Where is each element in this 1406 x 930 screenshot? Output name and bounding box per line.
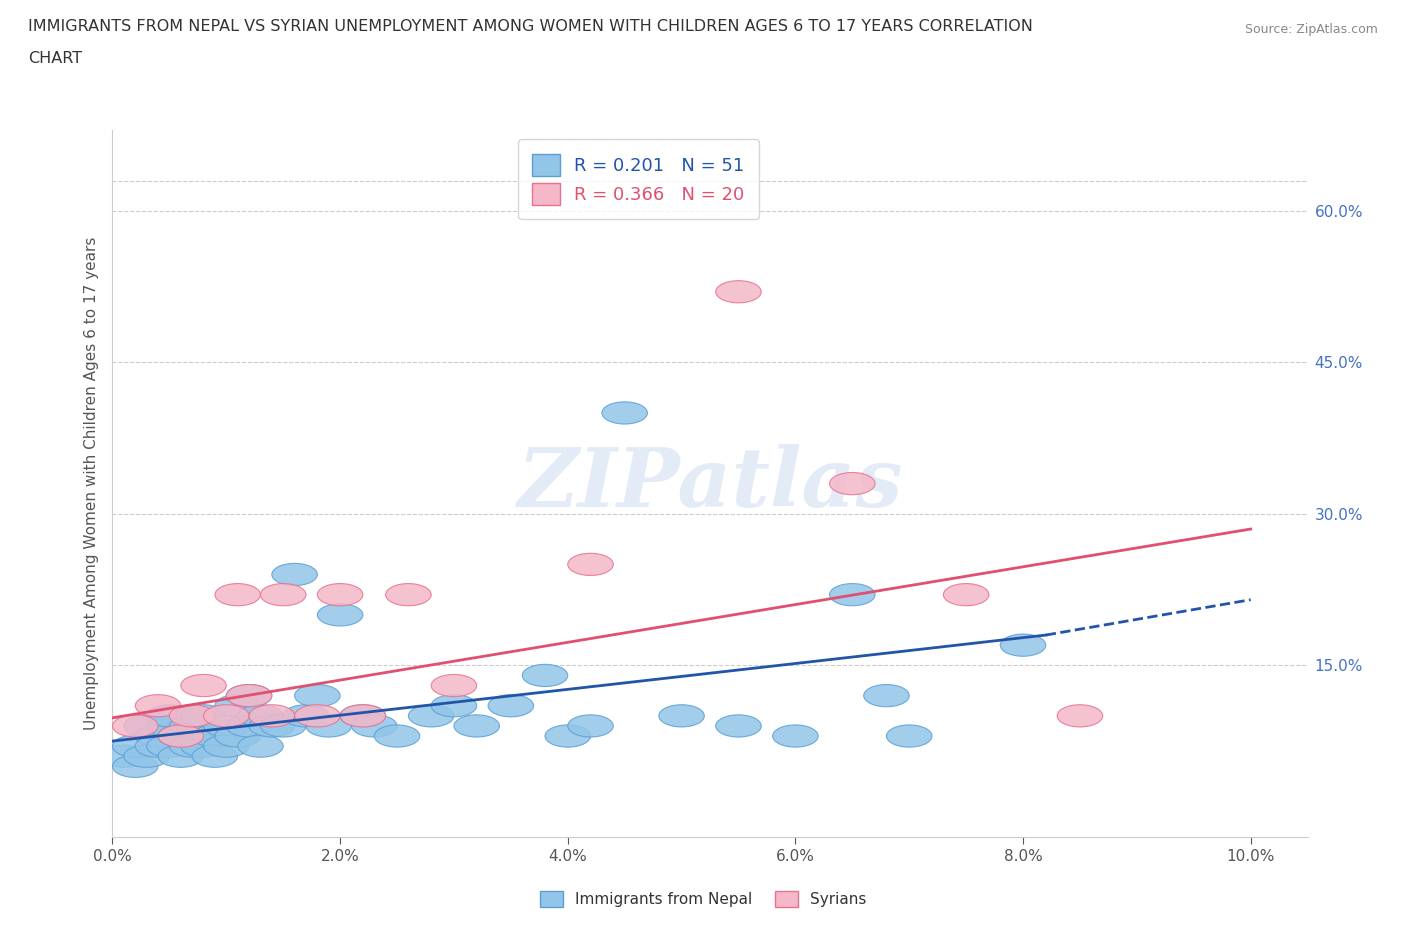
Ellipse shape [271,564,318,586]
Ellipse shape [157,745,204,767]
Ellipse shape [260,583,307,605]
Ellipse shape [204,715,249,737]
Ellipse shape [385,583,432,605]
Ellipse shape [193,745,238,767]
Ellipse shape [568,553,613,576]
Ellipse shape [215,695,260,717]
Ellipse shape [295,705,340,727]
Ellipse shape [432,674,477,697]
Ellipse shape [124,715,169,737]
Ellipse shape [773,724,818,747]
Ellipse shape [101,745,146,767]
Ellipse shape [146,715,193,737]
Ellipse shape [135,724,181,747]
Ellipse shape [204,735,249,757]
Ellipse shape [124,745,169,767]
Ellipse shape [886,724,932,747]
Ellipse shape [318,583,363,605]
Text: IMMIGRANTS FROM NEPAL VS SYRIAN UNEMPLOYMENT AMONG WOMEN WITH CHILDREN AGES 6 TO: IMMIGRANTS FROM NEPAL VS SYRIAN UNEMPLOY… [28,19,1033,33]
Ellipse shape [546,724,591,747]
Ellipse shape [260,715,307,737]
Ellipse shape [488,695,534,717]
Ellipse shape [408,705,454,727]
Ellipse shape [215,724,260,747]
Y-axis label: Unemployment Among Women with Children Ages 6 to 17 years: Unemployment Among Women with Children A… [83,237,98,730]
Ellipse shape [112,735,157,757]
Ellipse shape [568,715,613,737]
Ellipse shape [318,604,363,626]
Ellipse shape [226,684,271,707]
Text: Source: ZipAtlas.com: Source: ZipAtlas.com [1244,23,1378,36]
Ellipse shape [181,674,226,697]
Ellipse shape [238,735,283,757]
Legend: Immigrants from Nepal, Syrians: Immigrants from Nepal, Syrians [533,884,873,913]
Ellipse shape [193,724,238,747]
Ellipse shape [830,472,875,495]
Ellipse shape [112,755,157,777]
Text: ZIPatlas: ZIPatlas [517,444,903,524]
Ellipse shape [157,724,204,747]
Ellipse shape [716,281,761,303]
Ellipse shape [169,705,215,727]
Ellipse shape [112,715,157,737]
Ellipse shape [602,402,647,424]
Ellipse shape [169,715,215,737]
Ellipse shape [249,705,295,727]
Ellipse shape [135,735,181,757]
Ellipse shape [238,705,283,727]
Ellipse shape [522,664,568,686]
Ellipse shape [432,695,477,717]
Ellipse shape [943,583,988,605]
Ellipse shape [181,735,226,757]
Ellipse shape [454,715,499,737]
Ellipse shape [716,715,761,737]
Text: CHART: CHART [28,51,82,66]
Ellipse shape [340,705,385,727]
Ellipse shape [215,583,260,605]
Ellipse shape [226,715,271,737]
Ellipse shape [1000,634,1046,657]
Ellipse shape [1057,705,1102,727]
Ellipse shape [157,724,204,747]
Ellipse shape [146,705,193,727]
Ellipse shape [830,583,875,605]
Ellipse shape [863,684,910,707]
Ellipse shape [249,715,295,737]
Ellipse shape [283,705,329,727]
Ellipse shape [135,695,181,717]
Ellipse shape [146,735,193,757]
Ellipse shape [374,724,420,747]
Ellipse shape [226,684,271,707]
Ellipse shape [307,715,352,737]
Ellipse shape [295,684,340,707]
Ellipse shape [659,705,704,727]
Ellipse shape [340,705,385,727]
Ellipse shape [169,735,215,757]
Legend: R = 0.201   N = 51, R = 0.366   N = 20: R = 0.201 N = 51, R = 0.366 N = 20 [517,140,759,219]
Ellipse shape [204,705,249,727]
Ellipse shape [181,705,226,727]
Ellipse shape [352,715,396,737]
